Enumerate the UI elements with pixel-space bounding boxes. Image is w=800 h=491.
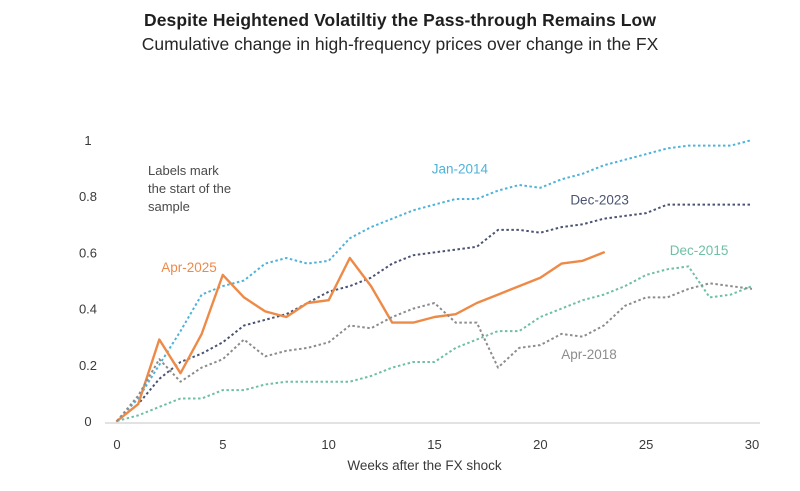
series-label-jan-2014: Jan-2014 [432,162,489,177]
series-label-dec-2015: Dec-2015 [670,243,729,258]
series-line-jan-2014 [116,139,753,422]
y-tick-label: 0.8 [79,189,97,204]
y-tick-label: 0.4 [79,302,97,317]
annotation-line: the start of the [148,181,231,196]
chart-subtitle: Cumulative change in high-frequency pric… [141,34,659,54]
series-label-apr-2018: Apr-2018 [561,347,617,362]
series-labels: Jan-2014 Dec-2023 Apr-2025 Dec-2015 Apr-2018 [161,162,728,362]
y-tick-label: 0.6 [79,245,97,260]
y-tick-label: 0.2 [79,358,97,373]
chart-title: Despite Heightened Volatiltiy the Pass-t… [143,10,657,30]
series-line-apr-2018 [116,282,753,422]
x-tick-label: 20 [533,437,547,452]
x-tick-label: 5 [219,437,226,452]
x-axis-label: Weeks after the FX shock [347,458,502,473]
x-tick-label: 0 [113,437,120,452]
series-label-dec-2023: Dec-2023 [570,193,629,208]
x-tick-label: 10 [321,437,335,452]
x-tick-label: 30 [745,437,759,452]
x-tick-labels: 0 5 10 15 20 25 30 [113,437,759,452]
series-line-dec-2023 [116,203,752,422]
series-lines [115,139,753,423]
x-tick-label: 15 [427,437,441,452]
series-line-dec-2015 [116,265,753,422]
y-tick-label: 1 [84,133,91,148]
annotation-line: Labels mark [148,163,219,178]
x-tick-label: 25 [639,437,653,452]
y-tick-labels: 0 0.2 0.4 0.6 0.8 1 [79,133,97,429]
series-line-apr-2025 [115,251,605,423]
annotation-line: sample [148,199,190,214]
annotation-note: Labels mark the start of the sample [148,163,231,214]
y-tick-label: 0 [84,414,91,429]
series-label-apr-2025: Apr-2025 [161,260,217,275]
